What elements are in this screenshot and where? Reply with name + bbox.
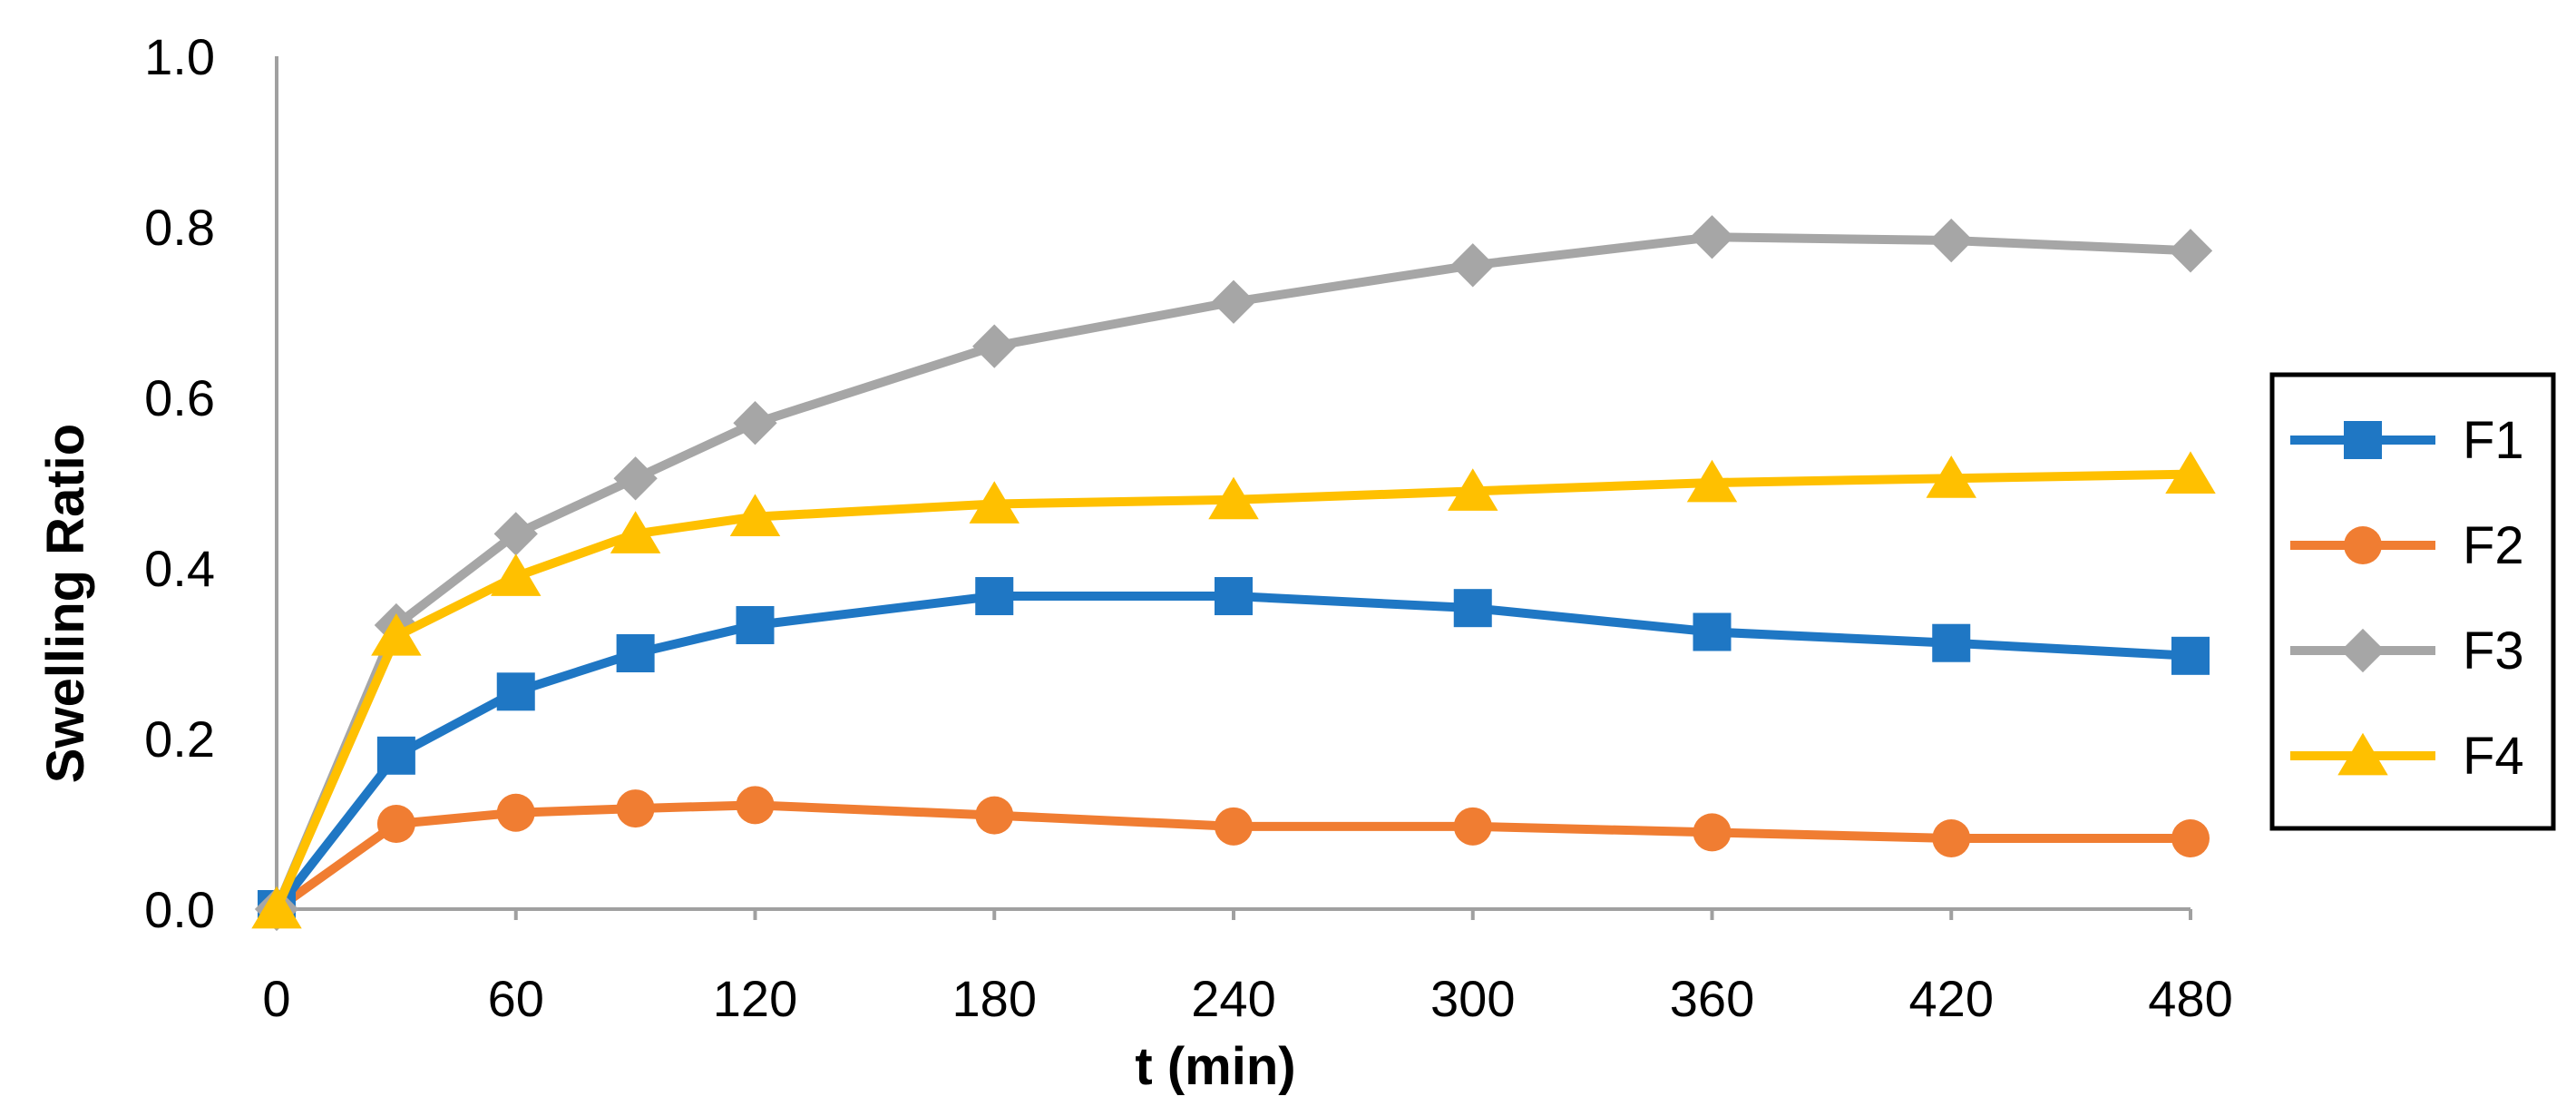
data-point-f3	[493, 512, 538, 556]
data-point-f2	[1932, 818, 1971, 857]
data-point-f3	[2168, 229, 2213, 273]
x-axis-title: t (min)	[1135, 1037, 1295, 1096]
y-tick-label: 0.8	[144, 199, 215, 256]
data-point-f1	[1215, 577, 1253, 616]
legend-item-f1: F1	[2290, 411, 2524, 470]
data-point-f1	[1932, 623, 1971, 662]
x-tick-label: 420	[1909, 970, 1994, 1027]
legend-item-f3: F3	[2290, 622, 2524, 680]
series-f1	[258, 577, 2210, 928]
data-point-f2	[1693, 813, 1732, 852]
data-point-f2	[1215, 807, 1253, 846]
data-point-f1	[1453, 589, 1492, 628]
legend-label: F4	[2463, 727, 2524, 786]
data-point-f2	[616, 789, 655, 828]
x-tick-label: 180	[952, 970, 1037, 1027]
data-point-f3	[613, 456, 658, 501]
y-tick-label: 0.0	[144, 881, 215, 938]
data-point-f4	[2165, 451, 2216, 494]
x-tick-label: 120	[713, 970, 797, 1027]
x-tick-label: 240	[1191, 970, 1275, 1027]
series-line-f1	[273, 592, 2191, 913]
legend-marker	[2340, 628, 2386, 673]
data-point-f4	[1686, 459, 1738, 503]
data-point-f3	[1211, 279, 1256, 324]
data-point-f4	[610, 511, 661, 553]
data-point-f1	[496, 672, 535, 711]
legend: F1 F2 F3 F4	[2269, 372, 2556, 831]
series-f2	[258, 786, 2210, 928]
data-point-f2	[2171, 818, 2210, 857]
data-point-f3	[1450, 243, 1495, 288]
series-f3	[254, 215, 2213, 932]
legend-item-f4: F4	[2290, 727, 2524, 786]
data-point-f4	[1926, 455, 1976, 498]
y-tick-label: 1.0	[144, 28, 215, 85]
x-tick-label: 300	[1430, 970, 1515, 1027]
data-point-f3	[972, 324, 1017, 368]
data-point-f4	[729, 494, 781, 537]
data-point-f4	[1448, 468, 1498, 511]
data-point-f4	[251, 886, 302, 929]
y-tick-label: 0.2	[144, 710, 215, 768]
data-point-f1	[1693, 612, 1732, 651]
x-tick-label: 0	[262, 970, 290, 1027]
legend-marker	[2337, 732, 2388, 776]
data-point-f3	[1690, 215, 1734, 259]
data-point-f2	[1453, 807, 1492, 846]
series-f4	[251, 451, 2216, 929]
legend-item-f2: F2	[2290, 516, 2524, 575]
x-tick-label: 60	[488, 970, 544, 1027]
data-point-f4	[1208, 476, 1259, 520]
data-point-f1	[2171, 636, 2210, 675]
data-point-f1	[975, 577, 1014, 616]
data-point-f3	[1929, 218, 1974, 263]
legend-marker	[2344, 421, 2382, 459]
data-point-f2	[496, 793, 535, 832]
data-point-f1	[736, 605, 775, 644]
x-tick-label: 480	[2148, 970, 2232, 1027]
legend-marker	[2344, 526, 2382, 564]
data-point-f1	[376, 736, 415, 775]
data-point-f3	[733, 401, 777, 445]
data-point-f2	[975, 796, 1014, 835]
data-point-f4	[491, 553, 542, 596]
y-axis-title: Swelling Ratio	[36, 424, 95, 783]
series-group	[251, 215, 2216, 932]
legend-label: F1	[2463, 411, 2524, 470]
data-point-f1	[616, 634, 655, 672]
y-tick-label: 0.4	[144, 540, 215, 597]
legend-label: F2	[2463, 516, 2524, 575]
data-point-f4	[969, 481, 1020, 524]
data-point-f2	[736, 786, 775, 825]
y-tick-label: 0.6	[144, 369, 215, 426]
data-point-f2	[376, 805, 415, 843]
data-point-f4	[371, 613, 422, 656]
legend-label: F3	[2463, 622, 2524, 680]
axes: 0.0 0.2 0.4 0.6 0.8 1.0 0 60 120 180 240 300 360 420 4…	[144, 28, 2233, 1027]
x-tick-label: 360	[1670, 970, 1754, 1027]
